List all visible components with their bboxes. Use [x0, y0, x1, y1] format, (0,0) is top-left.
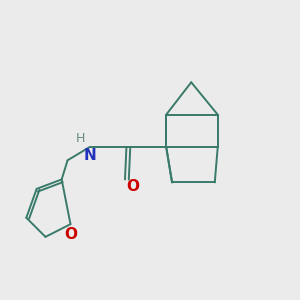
Text: O: O — [64, 227, 77, 242]
Text: N: N — [83, 148, 96, 164]
Text: H: H — [76, 132, 86, 145]
Text: O: O — [126, 179, 139, 194]
